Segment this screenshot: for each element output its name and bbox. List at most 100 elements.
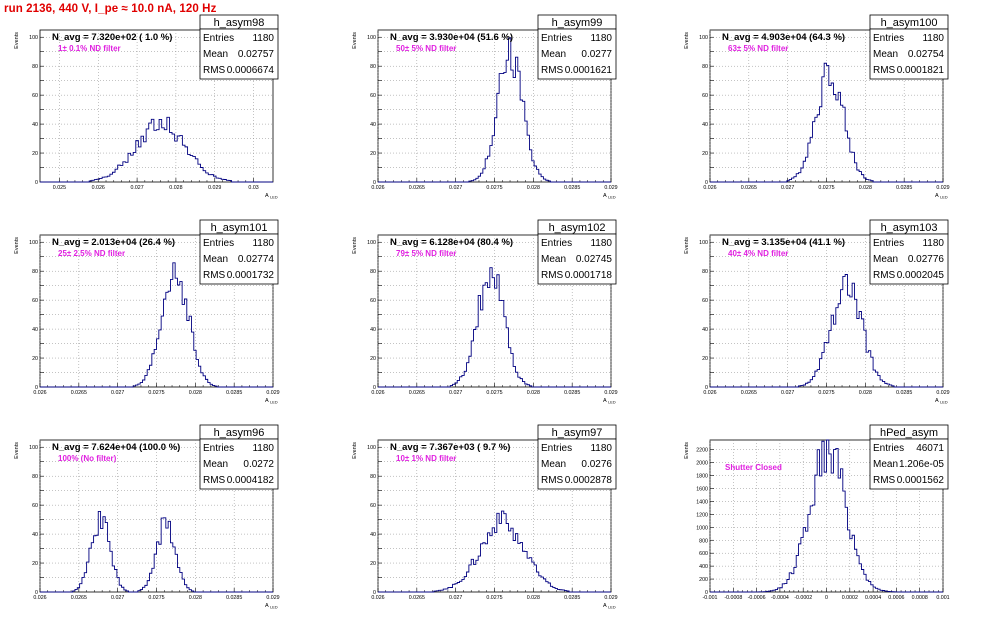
stats-value-mean: 0.02754 (908, 49, 945, 60)
stats-value-mean: 0.02745 (576, 254, 613, 265)
histogram-panel-hPed_asym: -0.001 -0.0008 -0.0006 -0.0004 -0.0002 0 0.000… (684, 424, 950, 601)
x-tick-label: 0.027 (130, 185, 143, 191)
x-tick-label: 0.026 (92, 185, 105, 191)
stats-key-mean: Mean (873, 459, 898, 470)
x-tick-label: 0.0006 (888, 595, 904, 601)
y-tick-label: 60 (32, 93, 38, 99)
histogram-title: h_asym99 (552, 17, 603, 29)
stats-key-mean: Mean (203, 49, 228, 60)
filter-label: 79± 5% ND filter (396, 249, 456, 258)
plot-frame (39, 29, 274, 183)
x-axis-label: A LED (603, 193, 616, 200)
histogram-title: h_asym97 (552, 427, 603, 439)
x-tick-label: -0.001 (702, 595, 717, 601)
stats-key-mean: Mean (873, 49, 898, 60)
x-tick-label: 0.027 (111, 390, 124, 396)
y-axis-label: Events (684, 442, 690, 459)
stats-value-rms: 0.0004182 (227, 475, 275, 486)
y-tick-label: 100 (367, 445, 376, 451)
histogram-title: h_asym100 (881, 17, 938, 29)
y-axis-label: Events (684, 237, 690, 254)
stats-key-rms: RMS (203, 65, 226, 76)
stats-value-entries: 1180 (922, 238, 944, 249)
x-tick-label: 0.0265 (71, 390, 87, 396)
n-avg-annotation: N_avg = 7.367e+03 ( 9.7 %) (390, 442, 510, 453)
x-tick-label: 0.029 (266, 390, 279, 396)
histogram-line (710, 62, 943, 183)
y-tick-label: 20 (370, 561, 376, 567)
stats-value-entries: 1180 (922, 33, 944, 44)
histogram-line (40, 116, 273, 183)
run-title: run 2136, 440 V, I_pe ≈ 10.0 nA, 120 Hz (4, 3, 217, 15)
y-tick-label: 40 (32, 122, 38, 128)
x-tick-label: 0.0285 (226, 595, 242, 601)
y-tick-label: 40 (370, 327, 376, 333)
stats-key-mean: Mean (203, 254, 228, 265)
y-tick-label: 1400 (696, 499, 708, 505)
y-tick-label: 100 (29, 240, 38, 246)
x-axis-label: A LED (265, 193, 278, 200)
histogram-line (378, 510, 611, 593)
y-axis-label: Events (352, 442, 358, 459)
stats-key-mean: Mean (541, 254, 566, 265)
y-tick-label: 800 (699, 538, 708, 544)
histogram-panel-h_asym97: 0.026 0.0265 0.027 0.0275 0.028 0.0285 0.029 0 2… (352, 424, 618, 610)
stats-value-rms: 0.0001562 (897, 475, 945, 486)
x-tick-label: 0.0285 (896, 185, 912, 191)
histogram-panel-h_asym98: 0.025 0.026 0.027 0.028 0.029 0.03 0 20 40 60 80 10… (14, 14, 279, 200)
x-tick-label: 0.027 (449, 595, 462, 601)
stats-value-rms: 0.0006674 (227, 65, 275, 76)
n-avg-annotation: N_avg = 3.930e+04 (51.6 %) (390, 32, 513, 43)
stats-value-mean: 0.02776 (908, 254, 945, 265)
n-avg-annotation: N_avg = 7.320e+02 ( 1.0 %) (52, 32, 172, 43)
x-tick-label: 0.0285 (226, 390, 242, 396)
stats-box (869, 233, 949, 285)
x-tick-label: 0.0002 (842, 595, 858, 601)
x-tick-label: 0.026 (703, 390, 716, 396)
y-axis-label: Events (14, 237, 20, 254)
x-tick-label: 0.0275 (486, 185, 502, 191)
y-tick-label: 20 (370, 356, 376, 362)
histogram-line (710, 274, 943, 388)
stats-key-entries: Entries (873, 33, 904, 44)
filter-label: 10± 1% ND filter (396, 454, 456, 463)
y-tick-label: 0 (373, 180, 376, 186)
x-axis-label: A LED (265, 603, 278, 610)
stats-value-entries: 1180 (590, 443, 612, 454)
stats-box (537, 28, 617, 80)
x-tick-label: 0.029 (604, 390, 617, 396)
histogram-line (710, 439, 943, 593)
x-tick-label: 0.026 (371, 185, 384, 191)
y-tick-label: 60 (370, 93, 376, 99)
stats-value-rms: 0.0001732 (227, 270, 275, 281)
stats-key-entries: Entries (541, 33, 572, 44)
x-tick-label: 0.028 (527, 390, 540, 396)
x-tick-label: 0.028 (527, 185, 540, 191)
n-avg-annotation: N_avg = 2.013e+04 (26.4 %) (52, 237, 175, 248)
x-tick-label: 0.0285 (564, 595, 580, 601)
stats-value-entries: 1180 (252, 238, 274, 249)
histogram-title: h_asym102 (549, 222, 606, 234)
x-tick-label: 0.0265 (409, 185, 425, 191)
filter-label: 25± 2.5% ND filter (58, 249, 125, 258)
stats-value-rms: 0.0001718 (565, 270, 613, 281)
y-tick-label: 600 (699, 551, 708, 557)
y-tick-label: 80 (32, 269, 38, 275)
n-avg-annotation: N_avg = 4.903e+04 (64.3 %) (722, 32, 845, 43)
x-tick-label: 0.026 (371, 390, 384, 396)
stats-value-rms: 0.0002878 (565, 475, 613, 486)
stats-key-rms: RMS (203, 475, 226, 486)
y-tick-label: 20 (32, 356, 38, 362)
y-tick-label: 60 (370, 298, 376, 304)
x-tick-label: 0.028 (169, 185, 182, 191)
x-tick-label: 0.027 (781, 390, 794, 396)
stats-key-entries: Entries (873, 443, 904, 454)
y-tick-label: 100 (29, 35, 38, 41)
x-tick-label: 0.028 (859, 390, 872, 396)
stats-value-rms: 0.0002045 (897, 270, 945, 281)
filter-label: 50± 5% ND filter (396, 44, 456, 53)
histogram-panel-h_asym101: 0.026 0.0265 0.027 0.0275 0.028 0.0285 0.029 0 2… (14, 219, 280, 405)
y-tick-label: 40 (370, 532, 376, 538)
y-tick-label: 60 (702, 298, 708, 304)
stats-value-rms: 0.0001621 (565, 65, 613, 76)
